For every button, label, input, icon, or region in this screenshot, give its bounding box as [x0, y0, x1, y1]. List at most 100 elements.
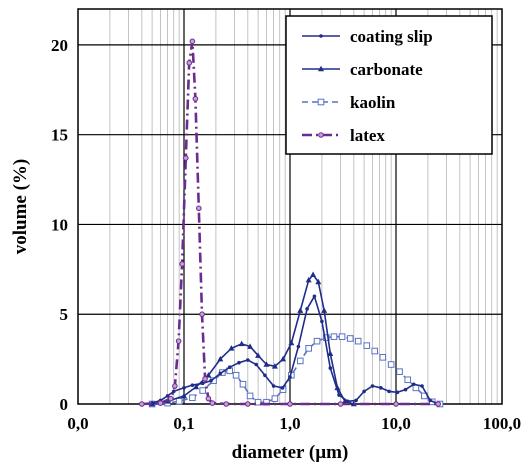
data-point [387, 361, 395, 368]
data-point [371, 347, 379, 355]
data-point [246, 358, 250, 362]
data-point [379, 354, 387, 361]
data-point [403, 387, 408, 392]
data-point [193, 383, 200, 390]
data-point [287, 401, 293, 407]
x-tick-label: 1,0 [279, 414, 300, 433]
data-point [393, 401, 399, 407]
data-point [271, 395, 279, 402]
data-point [321, 307, 328, 313]
tick-labels: 0,0 0,1 1,0 10,0 100,0 0 5 10 15 20 [51, 36, 521, 433]
data-point [192, 95, 199, 102]
data-point [182, 386, 186, 390]
data-point [327, 350, 334, 357]
data-point [165, 394, 170, 398]
data-point [411, 382, 416, 387]
y-tick-label: 20 [51, 36, 68, 55]
data-point [271, 363, 278, 369]
y-tick-label: 15 [51, 126, 68, 145]
data-point [318, 65, 324, 72]
data-point [337, 401, 344, 407]
data-point [387, 389, 391, 394]
series-coating-slip [140, 294, 440, 406]
data-point [189, 38, 196, 45]
data-point [255, 352, 262, 358]
data-point [396, 368, 403, 375]
data-point [223, 401, 229, 407]
data-point [189, 394, 196, 402]
data-point [199, 311, 205, 318]
data-point [247, 343, 254, 349]
data-point [315, 278, 322, 285]
data-point [186, 60, 193, 66]
data-point [263, 373, 267, 378]
data-point [317, 98, 325, 106]
legend-label: carbonate [350, 60, 423, 79]
data-point [237, 360, 241, 365]
data-point [346, 335, 354, 342]
data-point [202, 376, 208, 382]
data-point [288, 375, 292, 379]
data-point [175, 398, 183, 405]
data-point [232, 371, 240, 379]
legend-label: latex [350, 126, 385, 145]
data-point [420, 384, 424, 388]
data-point [334, 384, 341, 391]
data-point [263, 361, 270, 367]
data-point [190, 383, 195, 387]
y-axis-label: volume (%) [10, 159, 31, 255]
data-point [227, 365, 232, 369]
data-point [179, 261, 185, 267]
data-point [183, 155, 189, 161]
data-point [246, 392, 254, 400]
data-point [175, 338, 182, 344]
data-point [217, 355, 224, 362]
data-point [296, 357, 304, 365]
data-point [239, 380, 247, 388]
data-point [322, 334, 330, 341]
series-line [152, 335, 441, 405]
x-tick-label: 0,1 [173, 414, 194, 433]
data-point [254, 398, 262, 406]
data-point [305, 307, 309, 311]
data-point [341, 398, 348, 404]
data-point [296, 344, 301, 349]
y-tick-label: 5 [60, 305, 69, 324]
data-point [395, 390, 400, 395]
data-point [228, 345, 235, 351]
legend-box [285, 15, 493, 155]
data-point [404, 376, 412, 384]
data-point [370, 384, 375, 388]
data-point [338, 333, 346, 340]
data-point [245, 401, 251, 407]
data-point [337, 393, 341, 397]
data-point [328, 366, 333, 370]
data-point [280, 355, 287, 362]
data-point [354, 398, 358, 403]
data-point [312, 294, 317, 299]
y-tick-label: 0 [60, 395, 69, 414]
legend-label: kaolin [350, 93, 396, 112]
series-layer [139, 38, 444, 408]
data-point [238, 340, 245, 347]
data-point [305, 276, 312, 283]
data-point [330, 333, 338, 340]
data-point [354, 337, 362, 345]
data-point [199, 387, 206, 394]
data-point [139, 401, 145, 407]
data-point [196, 205, 202, 212]
data-point [254, 362, 259, 367]
data-point [428, 398, 432, 403]
data-point [379, 386, 383, 390]
data-point [205, 372, 212, 378]
data-point [318, 132, 324, 138]
data-point [149, 400, 156, 407]
legend: coating slip carbonate kaolin latex [285, 15, 493, 155]
series-kaolin [148, 333, 444, 408]
data-point [157, 400, 164, 406]
legend-label: coating slip [350, 27, 433, 46]
data-point [181, 392, 187, 399]
data-point [205, 395, 212, 402]
data-point [209, 400, 216, 406]
